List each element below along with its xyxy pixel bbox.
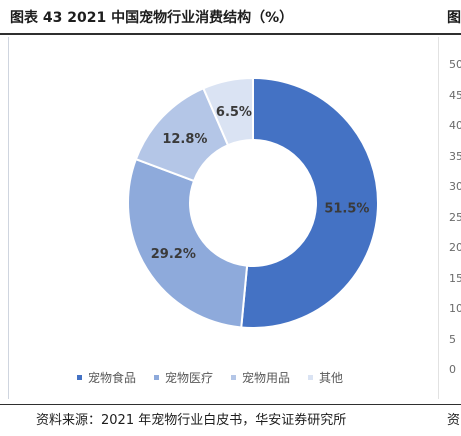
left-border (8, 37, 9, 399)
legend-item-medical: 宠物医疗 (153, 367, 213, 387)
legend-item-supplies: 宠物用品 (231, 367, 290, 387)
legend-swatch (308, 374, 314, 380)
chart-title: 图表 43 2021 中国宠物行业消费结构（%） (10, 10, 294, 26)
legend-label: 宠物食品 (87, 370, 136, 385)
source-note: 资料来源：2021 年宠物行业白皮书，华安证券研究所 (36, 413, 347, 428)
slice-other (202, 76, 254, 147)
title-row: 图表 43 2021 中国宠物行业消费结构（%） 图 (0, 0, 461, 35)
column-divider (438, 37, 439, 399)
adjacent-chart-title-fragment: 图 (447, 10, 461, 26)
adjacent-axis-tick: 30 (449, 180, 461, 193)
adjacent-axis-tick: 15 (449, 271, 461, 285)
adjacent-axis-tick: 20 (449, 241, 461, 254)
footer-rule (0, 404, 461, 405)
legend-label: 宠物用品 (242, 370, 291, 385)
slice-food (240, 76, 379, 329)
chart-legend: 宠物食品 宠物医疗 宠物用品 其他 (0, 367, 420, 387)
data-label-other: 6.5% (216, 105, 252, 120)
legend-item-food: 宠物食品 (76, 367, 136, 387)
adjacent-axis-tick: 5 (449, 332, 456, 346)
data-label-supplies: 12.8% (162, 132, 207, 147)
legend-swatch (76, 374, 82, 380)
adjacent-axis-tick: 40 (449, 119, 461, 132)
adjacent-source-fragment: 资 (447, 413, 461, 428)
adjacent-axis-tick: 45 (449, 88, 461, 102)
adjacent-axis-tick: 25 (449, 210, 461, 224)
slice-medical (127, 157, 249, 329)
adjacent-axis-tick: 0 (449, 363, 456, 376)
adjacent-axis-tick: 10 (449, 302, 461, 315)
legend-label: 宠物医疗 (164, 370, 213, 385)
legend-label: 其他 (319, 370, 344, 385)
legend-swatch (231, 374, 236, 380)
adjacent-axis-tick: 50 (449, 58, 461, 71)
data-label-food: 51.5% (324, 201, 369, 216)
legend-item-other: 其他 (308, 367, 343, 387)
data-label-medical: 29.2% (151, 247, 196, 262)
adjacent-axis-tick: 35 (449, 149, 461, 163)
legend-swatch (153, 374, 159, 380)
